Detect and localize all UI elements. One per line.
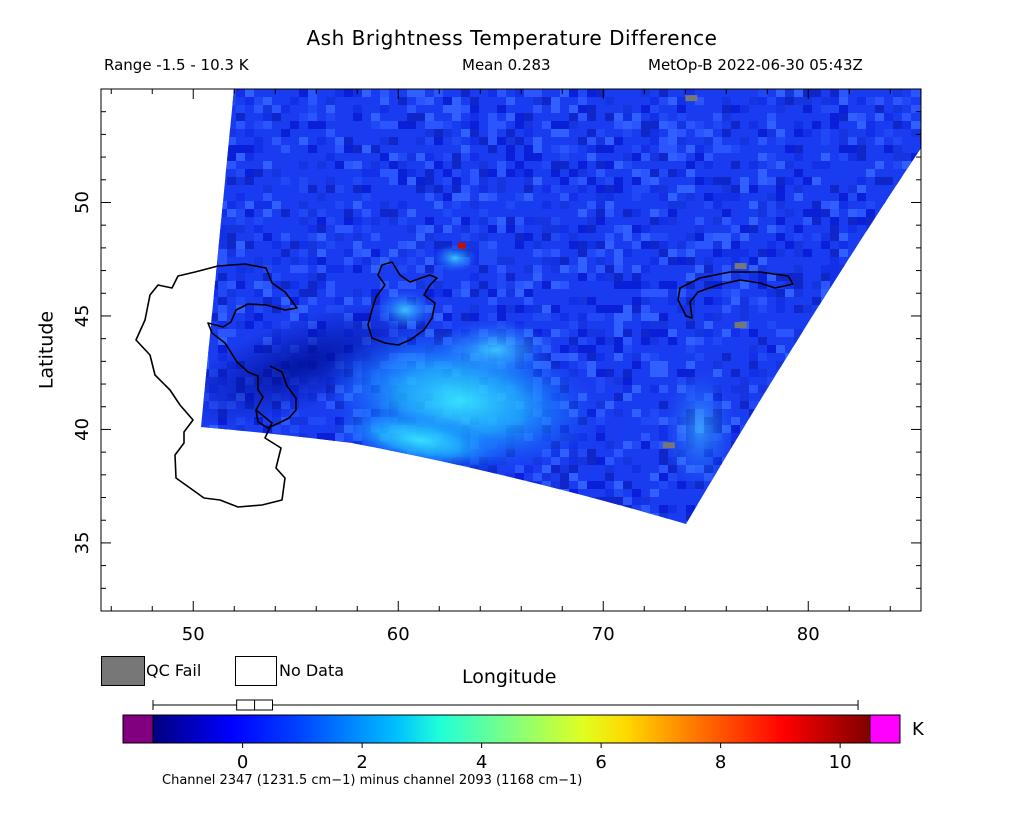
qc-fail-pixel <box>734 322 747 329</box>
x-tick-label: 60 <box>387 624 410 645</box>
dark-band <box>201 303 424 427</box>
satellite-timestamp: MetOp-B 2022-06-30 05:43Z <box>648 56 863 74</box>
y-axis-label: Latitude <box>35 310 58 390</box>
y-tick-label: 45 <box>72 305 93 328</box>
qc-fail-pixel <box>734 263 747 270</box>
colorbar: 0 2 4 6 8 10 <box>122 699 901 773</box>
channel-description: Channel 2347 (1231.5 cm−1) minus channel… <box>162 773 583 788</box>
caspian-coastline <box>135 263 298 508</box>
colorbar-tick-label: 4 <box>476 752 487 773</box>
coastlines <box>135 261 794 508</box>
colorbar-tick-label: 6 <box>595 752 606 773</box>
qc-fail-label: QC Fail <box>146 661 202 680</box>
y-tick-label: 35 <box>72 531 93 554</box>
no-data-label: No Data <box>279 661 345 680</box>
swath-overlays <box>201 95 747 490</box>
x-axis-label: Longitude <box>462 666 557 688</box>
mean-text: Mean 0.283 <box>462 56 551 74</box>
colorbar-tick-label: 8 <box>715 752 726 773</box>
x-tick-label: 70 <box>592 624 615 645</box>
colorbar-tick-label: 10 <box>829 752 852 773</box>
colorbar-unit: K <box>912 719 924 740</box>
hot-pixel <box>457 242 466 249</box>
qc-fail-pixel <box>662 442 675 449</box>
plot-frame <box>100 88 922 612</box>
qc-fail-swatch <box>101 656 145 686</box>
balkhash-coastline <box>677 271 794 319</box>
bright-spot-east <box>665 370 735 490</box>
colorbar-under <box>122 714 154 744</box>
data-swath <box>201 89 921 524</box>
colorbar-tick-label: 2 <box>356 752 367 773</box>
range-text: Range -1.5 - 10.3 K <box>104 56 249 74</box>
x-tick-label: 50 <box>182 624 205 645</box>
bright-spot-north <box>433 244 477 272</box>
qc-fail-pixel <box>685 95 698 102</box>
no-data-swatch <box>235 656 277 686</box>
chart-title: Ash Brightness Temperature Difference <box>306 26 718 50</box>
x-tick-label: 80 <box>797 624 820 645</box>
aral-coastline <box>367 261 438 346</box>
y-tick-label: 50 <box>72 191 93 214</box>
colorbar-tick-label: 0 <box>237 752 248 773</box>
axis-ticks: 50 60 70 80 35 40 45 50 <box>72 89 921 645</box>
bright-spot-lake <box>377 290 433 330</box>
colorbar-over <box>869 714 901 744</box>
colorbar-ramp <box>152 714 871 744</box>
y-tick-label: 40 <box>72 418 93 441</box>
ash-plume-north <box>435 320 555 380</box>
